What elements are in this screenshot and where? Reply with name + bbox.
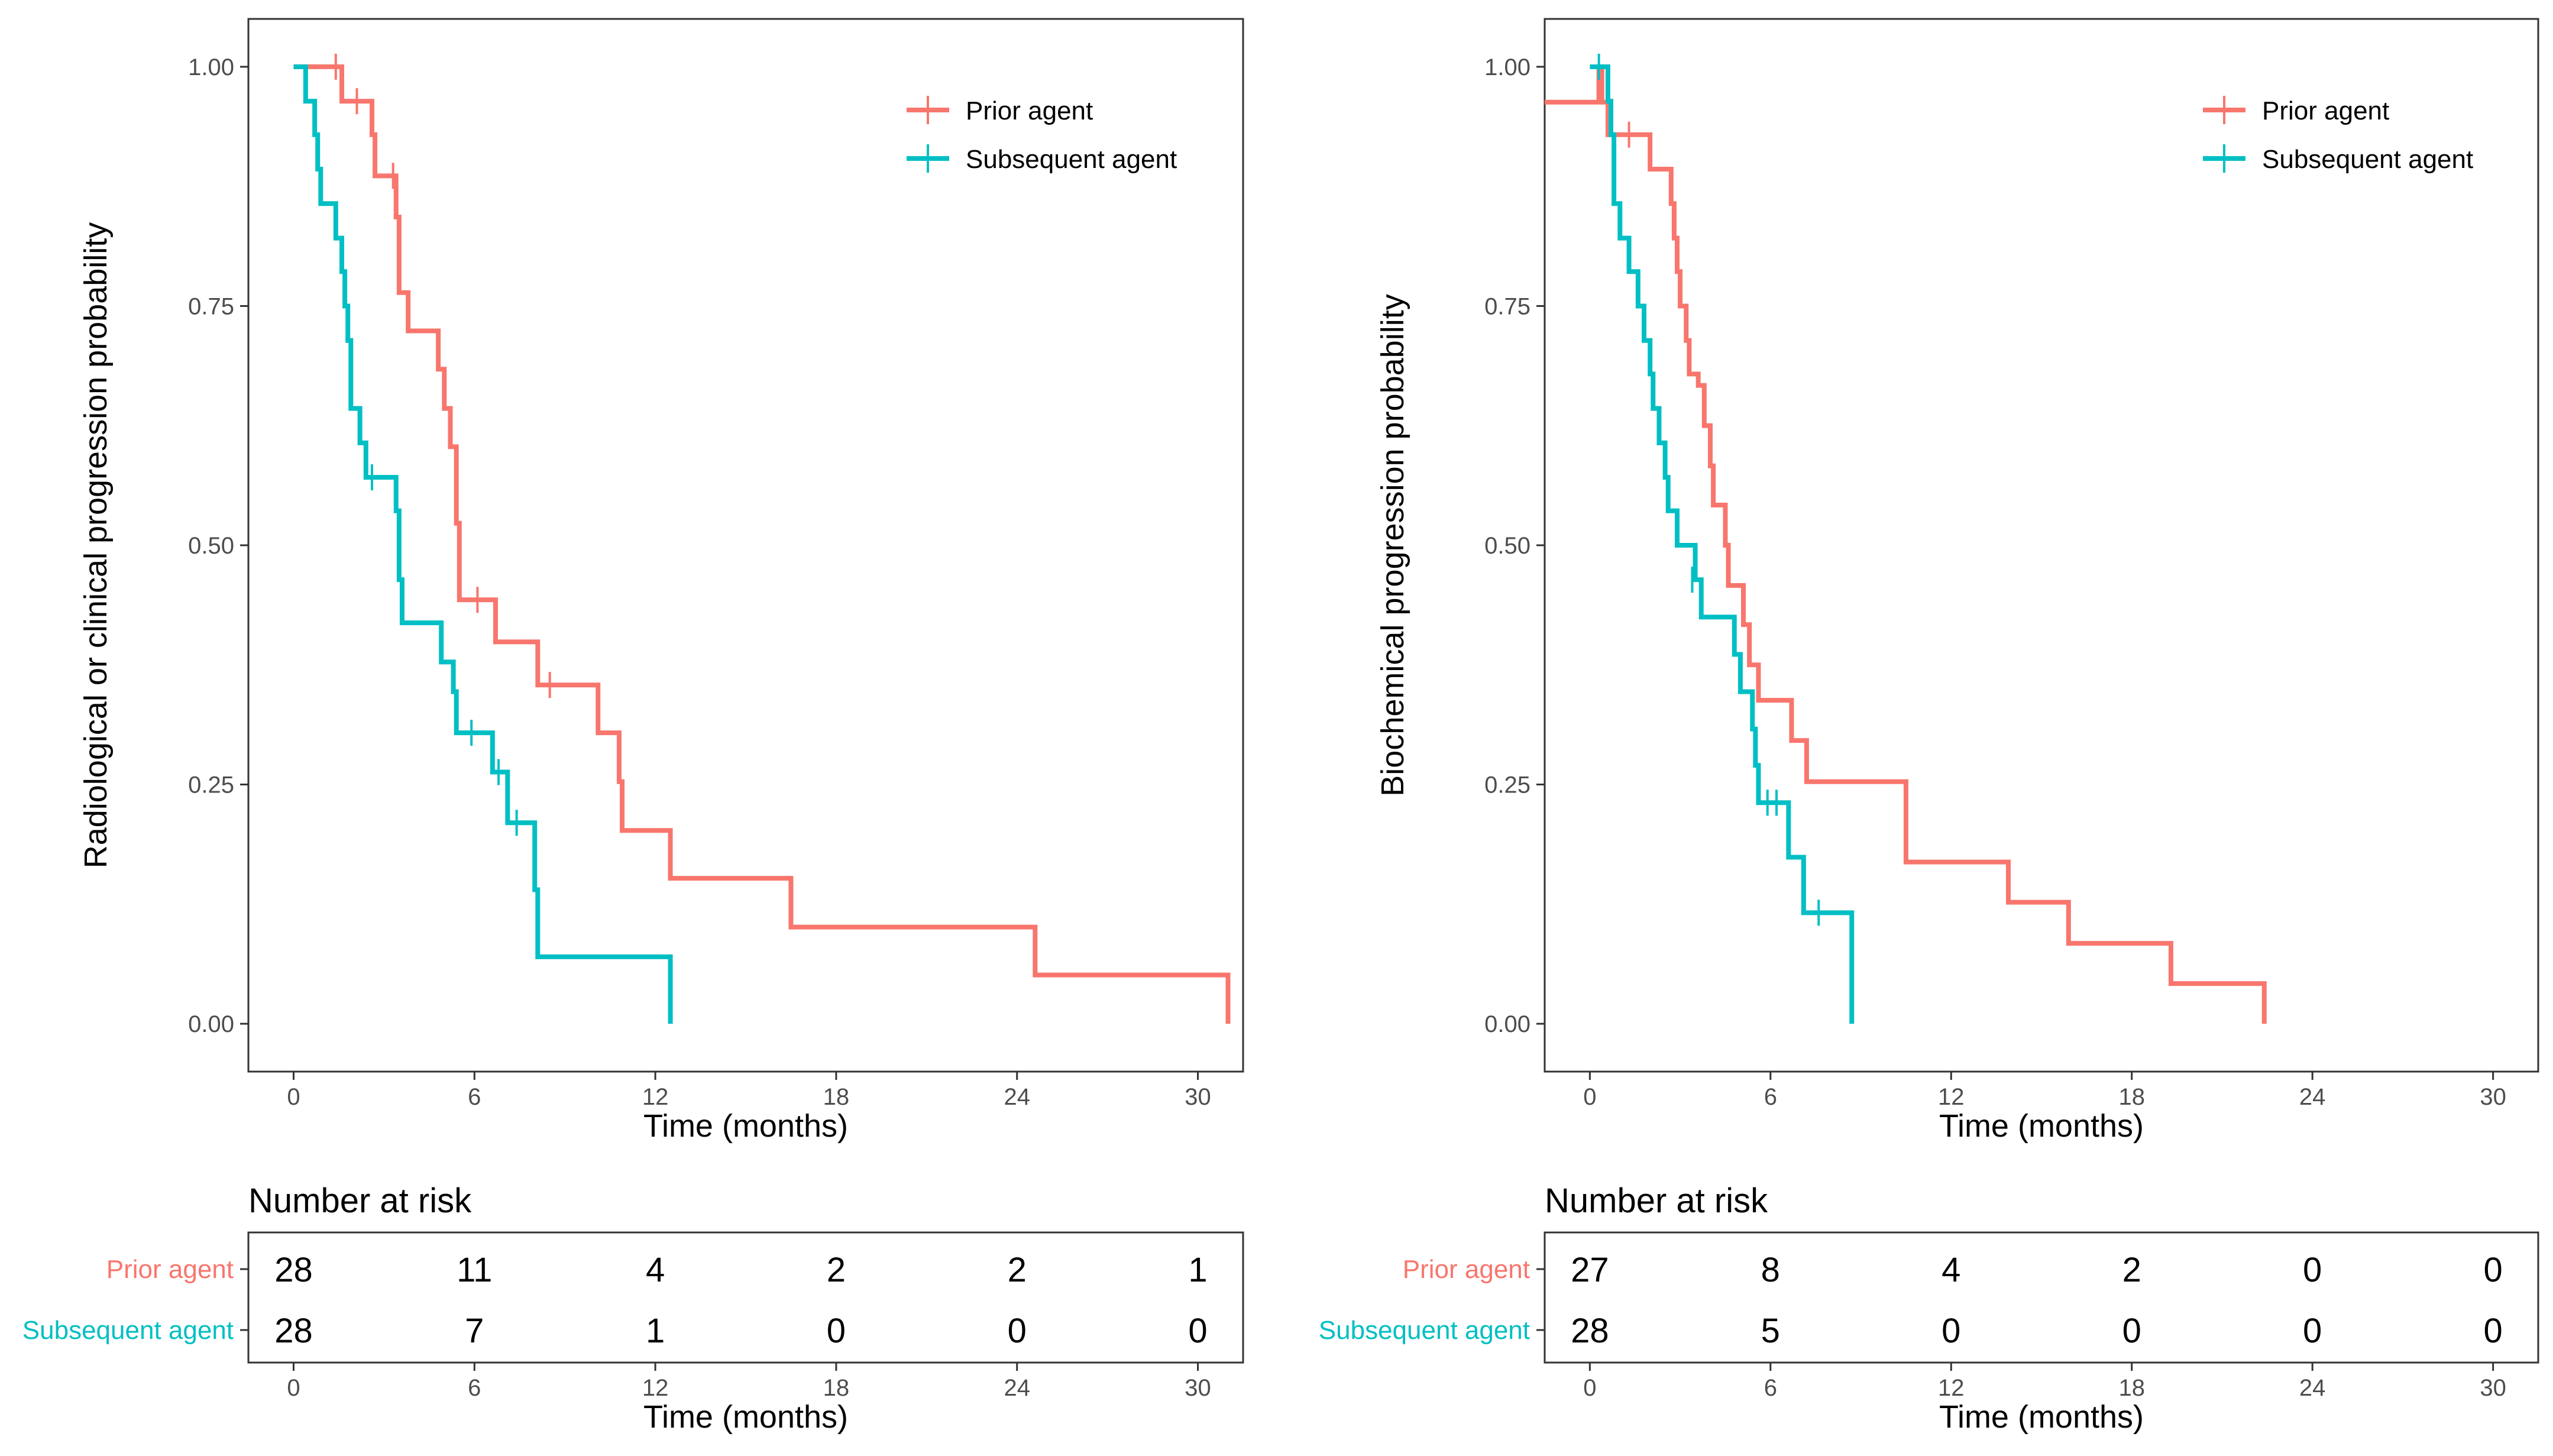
x-tick-label: 6	[468, 1084, 481, 1110]
risk-count: 2	[827, 1251, 846, 1289]
x-tick-label: 24	[1004, 1084, 1030, 1110]
risk-row-label: Prior agent	[1403, 1255, 1530, 1284]
risk-count: 0	[2303, 1312, 2322, 1350]
y-tick-label: 0.00	[1484, 1011, 1530, 1037]
risk-row-label: Subsequent agent	[1319, 1316, 1530, 1345]
risk-count: 5	[1761, 1312, 1780, 1350]
legend-label: Prior agent	[2262, 96, 2389, 125]
risk-table: Number at risk Prior agent 28 11 4 2 2 1 Subsequ…	[22, 1182, 1244, 1435]
y-tick-label: 0.75	[1484, 293, 1530, 319]
risk-count: 28	[1571, 1312, 1609, 1350]
risk-x-tick-label: 12	[1938, 1375, 1965, 1401]
risk-x-tick-label: 24	[1004, 1375, 1030, 1401]
risk-count: 0	[2484, 1312, 2503, 1350]
x-tick-label: 18	[2118, 1084, 2145, 1110]
series-prior-agent	[293, 53, 1231, 1024]
x-tick-label: 12	[642, 1084, 669, 1110]
x-axis-title: Time (months)	[643, 1108, 848, 1144]
y-tick-label: 0.50	[188, 533, 234, 559]
risk-table: Number at risk Prior agent 27 8 4 2 0 0 Subseque…	[1319, 1182, 2539, 1435]
legend: Prior agent Subsequent agent	[907, 96, 1177, 174]
legend-label: Prior agent	[966, 96, 1093, 125]
risk-x-tick-label: 6	[1764, 1375, 1777, 1401]
risk-count: 7	[465, 1312, 484, 1350]
km-curve-line	[293, 64, 673, 1024]
x-tick-label: 30	[2480, 1084, 2506, 1110]
risk-table-frame	[1544, 1231, 2539, 1364]
risk-count: 0	[1008, 1312, 1027, 1350]
risk-count: 27	[1571, 1251, 1609, 1289]
risk-count: 4	[646, 1251, 665, 1289]
plot-frame	[1544, 18, 2539, 1073]
risk-count: 0	[2122, 1312, 2141, 1350]
risk-count: 2	[2122, 1251, 2141, 1289]
km-curve-line	[1545, 64, 2267, 1024]
risk-count: 8	[1761, 1251, 1780, 1289]
risk-x-tick-label: 30	[2480, 1375, 2506, 1401]
x-tick-label: 6	[1764, 1084, 1777, 1110]
risk-row-label: Prior agent	[106, 1255, 234, 1284]
risk-table-frame	[247, 1231, 1244, 1364]
series-prior-agent	[1545, 64, 2267, 1024]
risk-count: 1	[646, 1312, 665, 1350]
risk-count: 28	[274, 1251, 313, 1289]
risk-table-title: Number at risk	[248, 1182, 472, 1220]
y-axis-title: Biochemical progression probability	[1375, 294, 1410, 796]
risk-x-tick-label: 24	[2299, 1375, 2326, 1401]
legend: Prior agent Subsequent agent	[2203, 96, 2473, 174]
risk-count: 28	[274, 1312, 313, 1350]
risk-count: 0	[2303, 1251, 2322, 1289]
x-tick-label: 24	[2299, 1084, 2326, 1110]
risk-count: 0	[2484, 1251, 2503, 1289]
risk-count: 2	[1008, 1251, 1027, 1289]
risk-x-tick-label: 18	[823, 1375, 850, 1401]
plot-frame	[247, 18, 1244, 1073]
risk-count: 11	[457, 1251, 492, 1289]
risk-x-tick-label: 0	[1583, 1375, 1596, 1401]
risk-count: 1	[1188, 1251, 1207, 1289]
risk-x-tick-label: 6	[468, 1375, 481, 1401]
y-tick-label: 0.25	[1484, 772, 1530, 798]
x-tick-label: 0	[287, 1084, 300, 1110]
risk-x-tick-label: 30	[1185, 1375, 1211, 1401]
risk-row-label: Subsequent agent	[22, 1316, 234, 1345]
series-subsequent-agent	[1590, 53, 1855, 1024]
risk-x-axis-title: Time (months)	[1939, 1399, 2144, 1435]
y-tick-label: 0.25	[188, 772, 234, 798]
y-tick-label: 0.00	[188, 1011, 234, 1037]
legend-label: Subsequent agent	[2262, 145, 2473, 174]
risk-x-axis-title: Time (months)	[643, 1399, 848, 1435]
risk-x-tick-label: 0	[287, 1375, 300, 1401]
risk-count: 0	[827, 1312, 846, 1350]
y-tick-label: 0.50	[1484, 533, 1530, 559]
y-tick-label: 1.00	[188, 54, 234, 80]
y-tick-label: 1.00	[1484, 54, 1530, 80]
x-tick-label: 0	[1583, 1084, 1596, 1110]
x-tick-label: 12	[1938, 1084, 1965, 1110]
x-tick-label: 30	[1185, 1084, 1211, 1110]
risk-table-title: Number at risk	[1545, 1182, 1768, 1220]
risk-count: 4	[1942, 1251, 1960, 1289]
x-axis-title: Time (months)	[1939, 1108, 2144, 1144]
km-curve-line	[293, 64, 1231, 1024]
y-axis-title: Radiological or clinical progression pro…	[78, 222, 114, 869]
risk-x-tick-label: 12	[642, 1375, 669, 1401]
risk-x-tick-label: 18	[2118, 1375, 2145, 1401]
risk-count: 0	[1942, 1312, 1960, 1350]
y-tick-label: 0.75	[188, 293, 234, 319]
risk-count: 0	[1188, 1312, 1207, 1350]
x-tick-label: 18	[823, 1084, 850, 1110]
km-curve-line	[1590, 64, 1855, 1024]
legend-label: Subsequent agent	[966, 145, 1177, 174]
series-subsequent-agent	[293, 64, 673, 1024]
